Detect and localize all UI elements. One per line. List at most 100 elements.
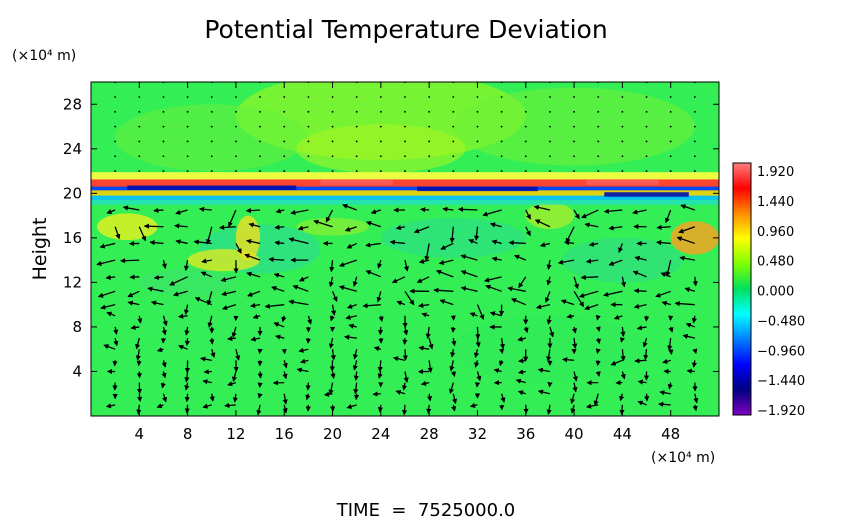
wind-vector (676, 236, 696, 245)
wind-vector (328, 382, 334, 396)
wind-vector (573, 290, 585, 308)
wind-vector (156, 403, 164, 409)
wind-vector (546, 404, 552, 415)
wind-vector (634, 255, 647, 261)
wind-vector (546, 276, 552, 286)
wind-vector (655, 290, 671, 298)
grid-dot (235, 125, 237, 128)
wind-vector (588, 241, 599, 247)
wind-vector (184, 382, 190, 391)
field-band (91, 195, 719, 201)
wind-vector (686, 368, 695, 374)
wind-vector (581, 209, 599, 219)
wind-vector (224, 402, 236, 409)
wind-vector (396, 300, 406, 306)
grid-dot (573, 110, 575, 113)
x-tick-label: 32 (468, 425, 487, 443)
grid-dot (645, 110, 648, 113)
wind-vector (433, 287, 454, 293)
grid-dot (186, 140, 189, 143)
grid-dot (210, 155, 213, 158)
wind-vector (161, 371, 167, 379)
wind-vector (419, 207, 430, 213)
wind-vector (250, 336, 261, 342)
wind-vector (633, 288, 647, 294)
grid-dot (404, 155, 406, 158)
wind-vector (603, 208, 623, 214)
grid-dot (186, 125, 189, 128)
grid-dot (283, 110, 286, 113)
wind-vector (620, 276, 627, 288)
wind-vector (539, 242, 551, 248)
grid-dot (573, 125, 575, 128)
wind-vector (449, 360, 455, 372)
grid-dot (452, 155, 455, 158)
wind-vector (451, 404, 457, 412)
wind-vector (296, 367, 309, 373)
grid-dot (186, 155, 189, 158)
y-tick-label: 12 (63, 273, 82, 291)
wind-vector (537, 389, 551, 395)
wind-vector (684, 287, 696, 293)
wind-vector (570, 404, 576, 414)
grid-dot (162, 140, 165, 143)
grid-dot (621, 170, 624, 172)
wind-vector (122, 205, 140, 211)
grid-dot (186, 96, 189, 98)
grid-dot (524, 155, 527, 158)
wind-vector (613, 314, 623, 320)
wind-vector (620, 371, 626, 380)
grid-dot (645, 155, 648, 158)
wind-vector (513, 254, 527, 261)
wind-vector (273, 322, 285, 328)
y-tick-label: 4 (72, 362, 82, 380)
wind-vector (691, 315, 697, 324)
grid-dot (452, 110, 455, 113)
grid-dot (162, 155, 165, 158)
wind-vector (330, 349, 336, 361)
grid-dot (114, 110, 117, 113)
grid-dot (573, 96, 575, 98)
y-tick-label: 24 (63, 140, 82, 158)
x-units-label: (×10⁴ m) (651, 450, 715, 466)
grid-dot (645, 140, 648, 143)
wind-vector (656, 224, 671, 230)
wind-vector (220, 276, 237, 283)
grid-dot (355, 140, 358, 143)
wind-vector (227, 335, 236, 342)
wind-vector (112, 360, 118, 367)
wind-vector (620, 326, 626, 337)
wind-vector (377, 404, 384, 413)
colorbar-bar (732, 162, 752, 416)
grid-dot (669, 96, 672, 98)
wind-vector (235, 243, 242, 254)
wind-vector (401, 404, 408, 416)
wind-vector (307, 315, 313, 325)
wind-vector (469, 402, 478, 408)
wind-vector (474, 360, 480, 368)
wind-vector (135, 337, 141, 350)
grid-dot (331, 110, 334, 113)
wind-vector (184, 338, 190, 347)
wind-vector (292, 284, 309, 292)
wind-vector (572, 337, 578, 350)
wind-vector (667, 382, 673, 390)
wind-vector (674, 301, 695, 307)
wind-vector (483, 276, 502, 283)
wind-vector (282, 360, 288, 369)
wind-vector (127, 300, 140, 306)
wind-vector (348, 323, 357, 329)
x-tick-label: 20 (323, 425, 342, 443)
wind-vector (105, 274, 116, 281)
wind-vector (178, 313, 188, 319)
wind-vector (169, 276, 188, 286)
wind-vector (473, 349, 480, 359)
wind-vector (449, 382, 455, 395)
wind-vector (580, 274, 599, 281)
grid-dot (138, 96, 141, 98)
wind-vector (416, 276, 430, 283)
field-band (91, 186, 719, 192)
grid-dot (283, 140, 286, 143)
wind-vector (249, 302, 261, 309)
grid-dot (404, 110, 406, 113)
